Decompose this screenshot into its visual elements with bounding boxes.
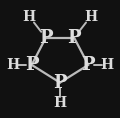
Text: P: P <box>39 29 53 47</box>
Text: H: H <box>84 10 97 23</box>
Text: P: P <box>67 29 81 47</box>
Text: P: P <box>81 56 95 74</box>
Text: P: P <box>25 56 39 74</box>
Text: H: H <box>101 58 114 72</box>
Text: H: H <box>23 10 36 23</box>
Text: H: H <box>6 58 19 72</box>
Text: P: P <box>53 74 67 92</box>
Text: H: H <box>53 96 67 110</box>
